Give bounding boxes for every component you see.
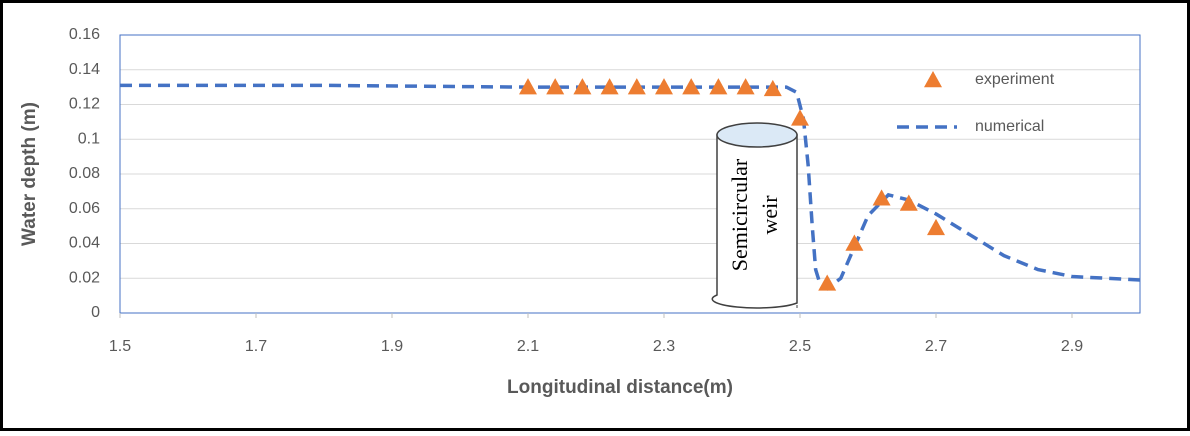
plot-border [119,34,1141,314]
y-tick-label: 0.02 [69,269,100,286]
weir [711,122,798,310]
x-tick-label: 2.5 [789,338,811,355]
x-tick-label: 2.9 [1061,338,1083,355]
x-tick-label: 1.9 [381,338,403,355]
point [709,78,728,95]
legend-label: numerical [975,118,1044,135]
y-tick-label: 0.08 [69,165,100,182]
y-tick-label: 0.12 [69,96,100,113]
point [845,234,864,251]
point [899,194,918,211]
y-tick-label: 0.06 [69,200,100,217]
point [763,79,782,97]
point [519,78,537,95]
annotation: Semicircular [727,158,752,271]
weir-body [711,134,798,309]
point [927,218,945,236]
x-tick-label: 2.3 [653,338,675,355]
point [546,78,565,95]
x-tick-label: 2.1 [517,338,539,355]
legend-marker [924,71,942,88]
x-tick-label: 2.7 [925,338,947,355]
weir-top [716,122,798,148]
x-tick-label: 1.5 [109,338,131,355]
y-tick-label: 0.14 [69,61,100,78]
annotation: weir [757,195,782,235]
y-axis-title: Water depth (m) [19,102,40,246]
point [736,78,755,95]
point [573,78,592,95]
y-tick-label: 0.04 [69,235,100,252]
point [791,109,809,126]
point [818,274,837,291]
point [627,78,646,95]
point [682,78,701,95]
point [600,78,619,95]
legend-label: experiment [975,71,1055,88]
line [120,83,1141,291]
point [872,189,891,206]
point [655,78,673,95]
y-tick-label: 0.16 [69,26,100,43]
x-tick-label: 1.7 [245,338,267,355]
y-tick-label: 0 [91,304,100,321]
y-tick-label: 0.1 [78,130,100,147]
x-axis-title: Longitudinal distance(m) [507,377,733,398]
